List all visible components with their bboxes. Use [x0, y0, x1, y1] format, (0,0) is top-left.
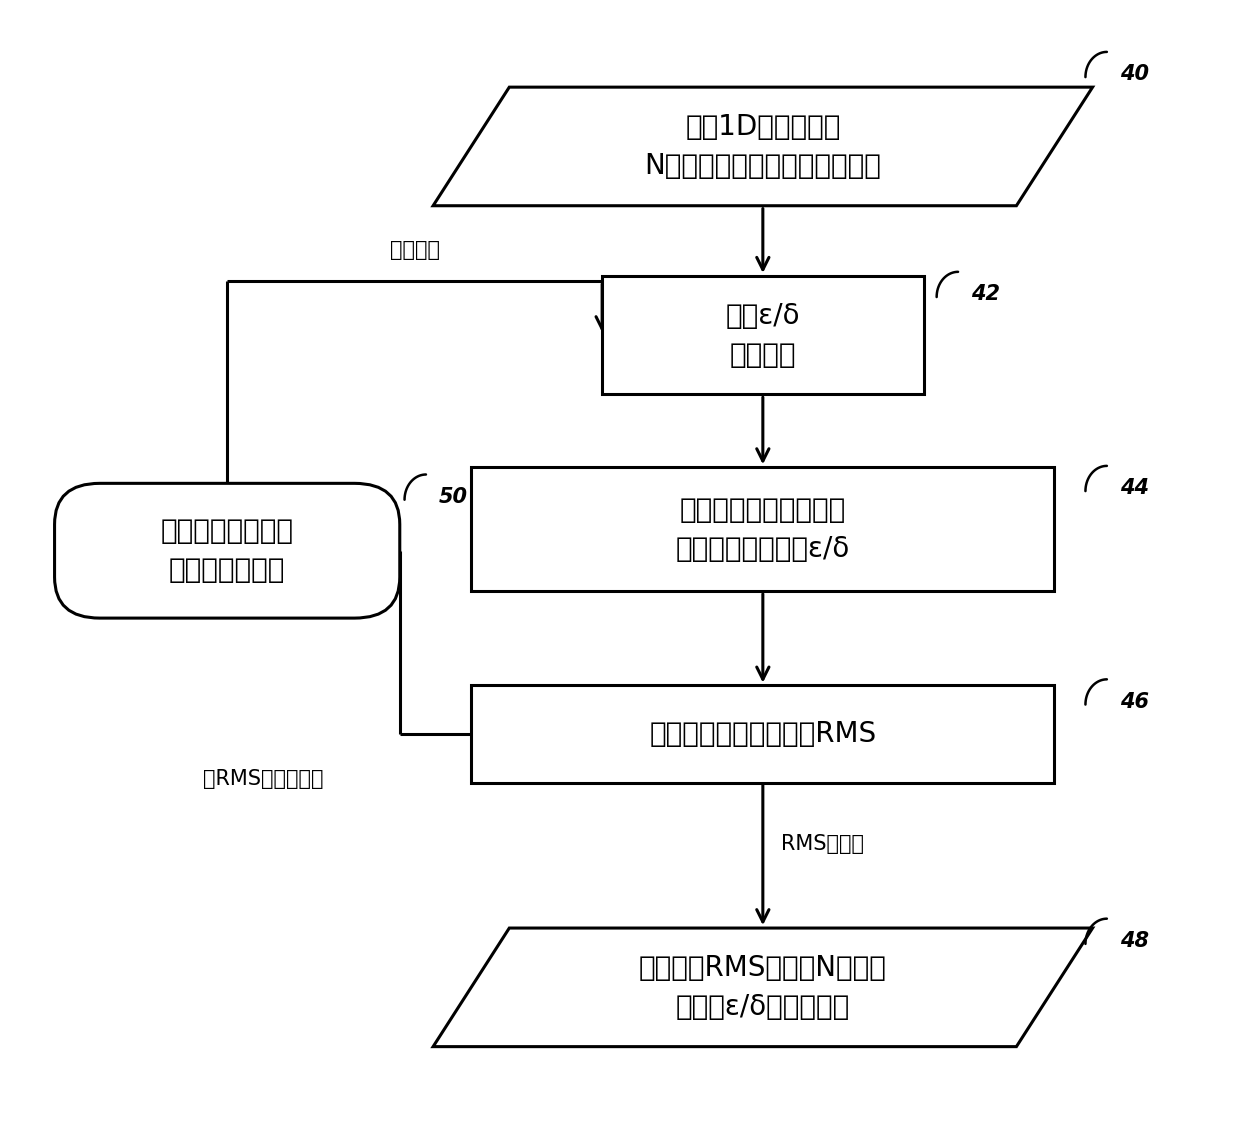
Text: 通过减去平均残差
来调整发震时间: 通过减去平均残差 来调整发震时间: [161, 518, 294, 584]
Text: 针对ε/δ
进行反演: 针对ε/δ 进行反演: [725, 302, 800, 368]
Text: 输入1D速度模型、
N个事件位置、挑选的到达时间: 输入1D速度模型、 N个事件位置、挑选的到达时间: [645, 113, 882, 180]
Text: 50: 50: [439, 486, 467, 506]
FancyBboxPatch shape: [471, 467, 1054, 591]
Text: 采用各向异性模型计算RMS: 采用各向异性模型计算RMS: [650, 720, 877, 748]
Text: 40: 40: [1120, 64, 1148, 84]
Text: 48: 48: [1120, 931, 1148, 951]
Polygon shape: [433, 88, 1092, 206]
FancyBboxPatch shape: [55, 483, 399, 618]
FancyBboxPatch shape: [471, 685, 1054, 783]
Text: 达到最小RMS，获得N个事件
的最优ε/δ和发震时间: 达到最小RMS，获得N个事件 的最优ε/δ和发震时间: [639, 953, 887, 1021]
Text: 当RMS正在降低时: 当RMS正在降低时: [202, 769, 324, 789]
Text: 42: 42: [971, 284, 999, 304]
Text: 保持迭代: 保持迭代: [389, 239, 440, 259]
FancyBboxPatch shape: [603, 276, 924, 394]
Text: 44: 44: [1120, 478, 1148, 499]
Text: 46: 46: [1120, 692, 1148, 712]
Text: 针对新到达时间与各向
异性参数一起使用ε/δ: 针对新到达时间与各向 异性参数一起使用ε/δ: [676, 495, 849, 563]
Text: RMS不降低: RMS不降低: [781, 834, 864, 855]
Polygon shape: [433, 928, 1092, 1047]
